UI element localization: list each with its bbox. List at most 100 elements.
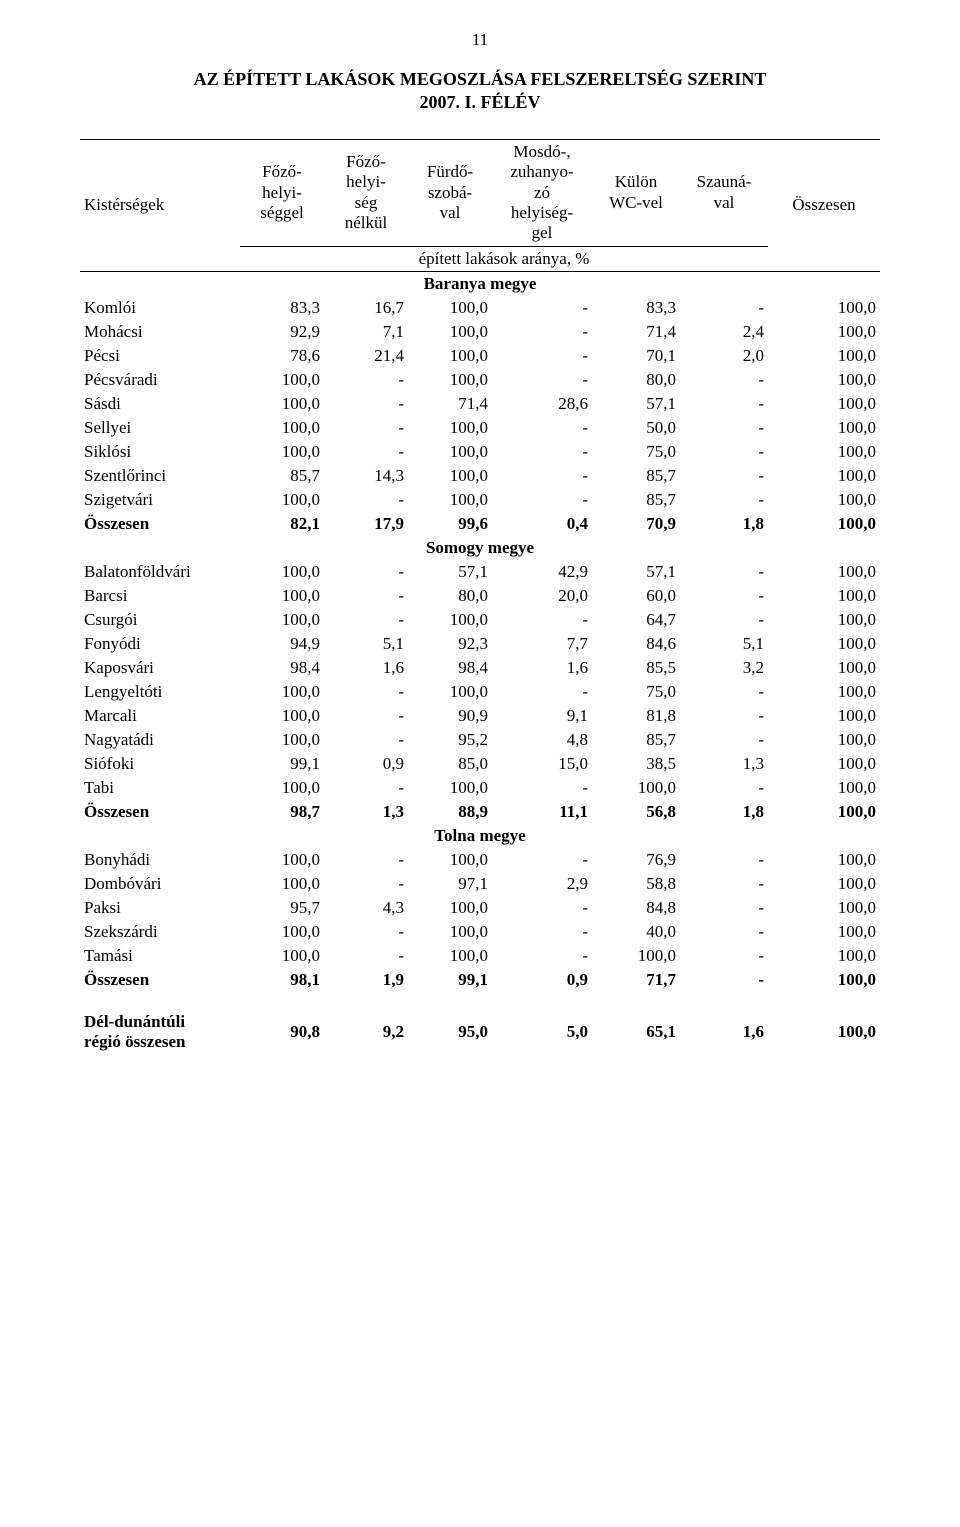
cell-value: 85,7 xyxy=(240,464,324,488)
row-label: Szentlőrinci xyxy=(80,464,240,488)
cell-value: 0,9 xyxy=(324,752,408,776)
row-label: Siklósi xyxy=(80,440,240,464)
cell-value: 100,0 xyxy=(768,872,880,896)
cell-value: 1,6 xyxy=(324,656,408,680)
cell-value: - xyxy=(492,368,592,392)
cell-value: 95,7 xyxy=(240,896,324,920)
grand-total-row: Dél-dunántúlirégió összesen90,89,295,05,… xyxy=(80,1010,880,1054)
row-label: Paksi xyxy=(80,896,240,920)
cell-value: - xyxy=(680,680,768,704)
cell-value: 7,7 xyxy=(492,632,592,656)
cell-value: - xyxy=(324,920,408,944)
cell-value: 2,4 xyxy=(680,320,768,344)
cell-value: 1,8 xyxy=(680,800,768,824)
table-row: Siófoki99,10,985,015,038,51,3100,0 xyxy=(80,752,880,776)
cell-value: 100,0 xyxy=(768,440,880,464)
column-header-stub: Kistérségek xyxy=(80,139,240,271)
cell-value: - xyxy=(680,608,768,632)
cell-value: 100,0 xyxy=(240,488,324,512)
cell-value: 15,0 xyxy=(492,752,592,776)
cell-value: 85,7 xyxy=(592,728,680,752)
cell-value: 100,0 xyxy=(240,416,324,440)
page-number: 11 xyxy=(80,30,880,50)
row-label: Balatonföldvári xyxy=(80,560,240,584)
cell-value: 100,0 xyxy=(240,776,324,800)
cell-value: - xyxy=(324,608,408,632)
cell-value: - xyxy=(680,776,768,800)
column-header-total: Összesen xyxy=(768,139,880,271)
cell-value: - xyxy=(492,920,592,944)
cell-value: 81,8 xyxy=(592,704,680,728)
row-label: Összesen xyxy=(80,800,240,824)
table-row: Barcsi100,0-80,020,060,0-100,0 xyxy=(80,584,880,608)
cell-value: 99,1 xyxy=(240,752,324,776)
row-label: Szekszárdi xyxy=(80,920,240,944)
cell-value: 83,3 xyxy=(592,296,680,320)
cell-value: 97,1 xyxy=(408,872,492,896)
cell-value: - xyxy=(324,440,408,464)
cell-value: - xyxy=(324,368,408,392)
cell-value: - xyxy=(324,392,408,416)
cell-value: - xyxy=(680,416,768,440)
cell-value: 100,0 xyxy=(240,944,324,968)
cell-value: - xyxy=(324,776,408,800)
cell-value: 100,0 xyxy=(768,896,880,920)
cell-value: 88,9 xyxy=(408,800,492,824)
row-label: Siófoki xyxy=(80,752,240,776)
row-label: Bonyhádi xyxy=(80,848,240,872)
cell-value: 100,0 xyxy=(768,296,880,320)
cell-value: - xyxy=(680,920,768,944)
cell-value: 85,7 xyxy=(592,464,680,488)
cell-value: 100,0 xyxy=(768,776,880,800)
cell-value: - xyxy=(680,728,768,752)
cell-value: 78,6 xyxy=(240,344,324,368)
cell-value: 2,0 xyxy=(680,344,768,368)
cell-value: 1,3 xyxy=(680,752,768,776)
cell-value: 1,6 xyxy=(680,1010,768,1054)
cell-value: - xyxy=(492,440,592,464)
cell-value: 99,1 xyxy=(408,968,492,992)
cell-value: 100,0 xyxy=(408,320,492,344)
section-title: Somogy megye xyxy=(80,536,880,560)
cell-value: 100,0 xyxy=(408,680,492,704)
cell-value: 100,0 xyxy=(240,848,324,872)
cell-value: 100,0 xyxy=(240,440,324,464)
row-label: Kaposvári xyxy=(80,656,240,680)
column-header: Fürdő-szobá-val xyxy=(408,139,492,246)
cell-value: 100,0 xyxy=(408,896,492,920)
row-label: Tabi xyxy=(80,776,240,800)
cell-value: - xyxy=(680,560,768,584)
column-header: Szauná-val xyxy=(680,139,768,246)
cell-value: - xyxy=(680,464,768,488)
cell-value: 95,0 xyxy=(408,1010,492,1054)
cell-value: 5,0 xyxy=(492,1010,592,1054)
cell-value: - xyxy=(680,848,768,872)
cell-value: 38,5 xyxy=(592,752,680,776)
row-label: Marcali xyxy=(80,704,240,728)
cell-value: 100,0 xyxy=(408,848,492,872)
table-row: Komlói83,316,7100,0-83,3-100,0 xyxy=(80,296,880,320)
section-title-row: Baranya megye xyxy=(80,271,880,296)
data-table: KistérségekFőző-helyi-séggelFőző-helyi-s… xyxy=(80,139,880,1054)
cell-value: - xyxy=(324,560,408,584)
cell-value: 0,4 xyxy=(492,512,592,536)
cell-value: - xyxy=(680,488,768,512)
cell-value: 21,4 xyxy=(324,344,408,368)
row-label: Összesen xyxy=(80,512,240,536)
table-row: Siklósi100,0-100,0-75,0-100,0 xyxy=(80,440,880,464)
cell-value: 100,0 xyxy=(768,416,880,440)
cell-value: 98,1 xyxy=(240,968,324,992)
row-label: Fonyódi xyxy=(80,632,240,656)
cell-value: - xyxy=(492,416,592,440)
cell-value: 4,3 xyxy=(324,896,408,920)
section-title: Baranya megye xyxy=(80,271,880,296)
cell-value: 100,0 xyxy=(240,392,324,416)
cell-value: - xyxy=(680,704,768,728)
cell-value: 100,0 xyxy=(240,920,324,944)
cell-value: 100,0 xyxy=(768,704,880,728)
section-title: Tolna megye xyxy=(80,824,880,848)
cell-value: 100,0 xyxy=(408,416,492,440)
cell-value: 98,7 xyxy=(240,800,324,824)
cell-value: 85,5 xyxy=(592,656,680,680)
column-header: Mosdó-,zuhanyo-zóhelyiség-gel xyxy=(492,139,592,246)
